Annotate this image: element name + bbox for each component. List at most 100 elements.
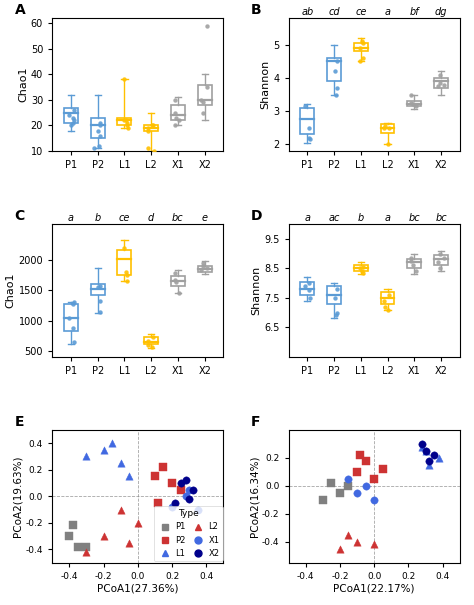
Point <box>200 97 207 107</box>
Text: a: a <box>384 213 391 223</box>
Point <box>82 451 90 461</box>
Legend: P1, P2, L1, L2, X1, X2: P1, P2, L1, L2, X1, X2 <box>154 506 223 561</box>
Point <box>359 36 366 46</box>
Point <box>70 116 78 125</box>
Point <box>148 120 156 130</box>
Point <box>120 74 128 84</box>
Bar <box>300 108 314 134</box>
Point <box>177 485 184 494</box>
Text: cd: cd <box>328 7 340 17</box>
Point <box>108 438 116 448</box>
Text: ab: ab <box>301 7 313 17</box>
Point <box>305 133 313 143</box>
Point <box>353 537 361 546</box>
Point <box>436 453 443 463</box>
Point <box>407 98 415 108</box>
Point <box>149 120 157 130</box>
Point <box>134 518 142 528</box>
Point <box>148 342 156 352</box>
Y-axis label: Shannon: Shannon <box>260 60 271 109</box>
Bar <box>198 85 212 105</box>
Point <box>94 126 102 136</box>
Point <box>425 460 433 469</box>
Point <box>175 116 183 125</box>
Point <box>440 253 447 263</box>
Y-axis label: Chao1: Chao1 <box>18 67 28 102</box>
Point <box>381 302 389 312</box>
Point <box>412 101 419 111</box>
Text: b: b <box>358 213 364 223</box>
Point <box>436 263 443 273</box>
Point <box>436 78 443 88</box>
Point <box>307 293 314 302</box>
Bar <box>327 286 341 304</box>
Point <box>422 446 429 456</box>
Point <box>333 308 340 318</box>
Bar <box>171 276 185 286</box>
Text: b: b <box>94 213 101 223</box>
Point <box>120 243 128 253</box>
Bar <box>354 43 368 51</box>
Text: D: D <box>251 209 262 223</box>
Point <box>150 146 158 156</box>
Point <box>204 82 211 92</box>
Bar <box>434 78 448 88</box>
Point <box>381 296 388 306</box>
Point <box>422 446 429 456</box>
Point <box>69 521 76 531</box>
Point <box>419 439 426 449</box>
Point <box>168 502 176 512</box>
Point <box>124 123 131 133</box>
Text: F: F <box>251 414 260 428</box>
Point <box>386 123 393 132</box>
Point <box>203 21 210 31</box>
Point <box>65 531 73 541</box>
Point <box>301 281 309 291</box>
Point <box>171 108 179 117</box>
Point <box>175 288 183 298</box>
Point <box>356 56 364 66</box>
Point <box>204 263 211 273</box>
Point <box>356 450 364 460</box>
Point <box>436 249 444 258</box>
Point <box>306 278 313 288</box>
Point <box>69 323 77 333</box>
Point <box>379 464 386 474</box>
Point <box>407 256 415 266</box>
Point <box>144 123 152 133</box>
Point <box>425 456 433 465</box>
Y-axis label: PCoA2(19.63%): PCoA2(19.63%) <box>13 456 23 537</box>
Point <box>145 340 152 350</box>
Point <box>144 143 152 153</box>
Text: a: a <box>304 213 310 223</box>
Point <box>434 258 441 267</box>
Point <box>160 462 167 472</box>
Text: A: A <box>15 3 25 17</box>
Text: bc: bc <box>435 213 447 223</box>
Bar <box>118 250 131 275</box>
Point <box>331 293 338 302</box>
Point <box>412 266 419 276</box>
Point <box>171 268 179 278</box>
Point <box>168 478 176 488</box>
Point <box>173 277 180 287</box>
Point <box>407 253 415 263</box>
Point <box>149 333 157 342</box>
Text: a: a <box>384 7 391 17</box>
Bar <box>144 125 158 131</box>
Point <box>359 262 367 272</box>
Bar <box>300 281 314 295</box>
Bar <box>381 292 394 304</box>
Point <box>65 110 73 120</box>
Point <box>345 481 352 491</box>
Point <box>122 267 130 277</box>
Point <box>182 476 190 485</box>
Text: bc: bc <box>172 213 184 223</box>
Point <box>82 542 90 552</box>
Point <box>182 491 190 501</box>
Point <box>440 80 447 90</box>
Point <box>336 544 344 554</box>
Point <box>67 120 74 130</box>
Point <box>356 43 364 53</box>
Point <box>144 336 152 346</box>
